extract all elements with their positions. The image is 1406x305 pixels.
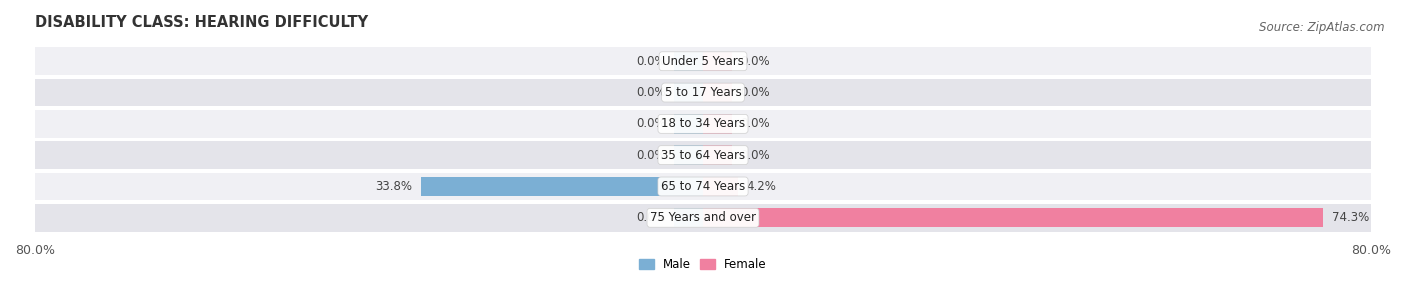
Bar — [35, 204, 1371, 231]
Bar — [673, 83, 703, 102]
Text: 0.0%: 0.0% — [636, 117, 665, 130]
Text: Under 5 Years: Under 5 Years — [662, 55, 744, 68]
Bar — [673, 114, 703, 134]
Text: 4.2%: 4.2% — [747, 180, 776, 193]
Bar — [703, 83, 733, 102]
Text: 0.0%: 0.0% — [741, 55, 770, 68]
Legend: Male, Female: Male, Female — [634, 253, 772, 276]
Bar — [673, 177, 703, 196]
Bar — [673, 52, 703, 71]
Bar — [35, 79, 1371, 106]
Text: 0.0%: 0.0% — [636, 86, 665, 99]
Bar — [703, 177, 738, 196]
Bar — [35, 142, 1371, 169]
Bar — [420, 177, 703, 196]
Bar — [703, 145, 733, 165]
Text: 75 Years and over: 75 Years and over — [650, 211, 756, 224]
Text: 0.0%: 0.0% — [636, 55, 665, 68]
Text: 0.0%: 0.0% — [636, 149, 665, 162]
Text: 18 to 34 Years: 18 to 34 Years — [661, 117, 745, 130]
Text: DISABILITY CLASS: HEARING DIFFICULTY: DISABILITY CLASS: HEARING DIFFICULTY — [35, 15, 368, 30]
Bar — [673, 145, 703, 165]
Text: 0.0%: 0.0% — [741, 86, 770, 99]
Text: 0.0%: 0.0% — [741, 149, 770, 162]
Text: 0.0%: 0.0% — [636, 211, 665, 224]
Text: 0.0%: 0.0% — [741, 117, 770, 130]
Bar — [703, 114, 733, 134]
Bar — [703, 52, 733, 71]
Text: Source: ZipAtlas.com: Source: ZipAtlas.com — [1260, 21, 1385, 34]
Bar — [35, 173, 1371, 200]
Text: 35 to 64 Years: 35 to 64 Years — [661, 149, 745, 162]
Bar — [673, 208, 703, 228]
Bar — [35, 110, 1371, 138]
Bar — [703, 177, 733, 196]
Bar — [703, 208, 1323, 228]
Bar — [703, 208, 733, 228]
Text: 74.3%: 74.3% — [1331, 211, 1369, 224]
Text: 5 to 17 Years: 5 to 17 Years — [665, 86, 741, 99]
Text: 65 to 74 Years: 65 to 74 Years — [661, 180, 745, 193]
Bar — [35, 48, 1371, 75]
Text: 33.8%: 33.8% — [375, 180, 412, 193]
